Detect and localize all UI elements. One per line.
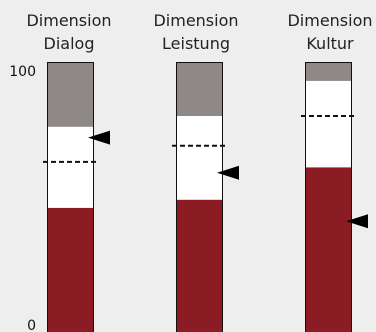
column-title-line2-leistung: Leistung [162,34,230,53]
segment-white-leistung [176,116,223,200]
segment-gray-kultur [305,62,352,81]
segment-white-kultur [305,81,352,167]
segment-gray-dialog [47,62,94,127]
y-tick-100: 100 [9,64,36,80]
column-title-line2-dialog: Dialog [44,34,95,53]
segment-white-dialog [47,127,94,208]
column-title-line1-kultur: Dimension [287,11,372,30]
column-title-line2-kultur: Kultur [306,34,354,53]
columns-layer: Dimension Dialog Dimension Leistung Dimensio… [26,11,372,332]
column-title-line1-dialog: Dimension [26,11,111,30]
segment-red-leistung [176,200,223,332]
segment-red-kultur [305,167,352,332]
column-title-line1-leistung: Dimension [153,11,238,30]
segment-gray-leistung [176,62,223,116]
segment-red-dialog [47,208,94,332]
y-tick-0: 0 [27,318,36,332]
